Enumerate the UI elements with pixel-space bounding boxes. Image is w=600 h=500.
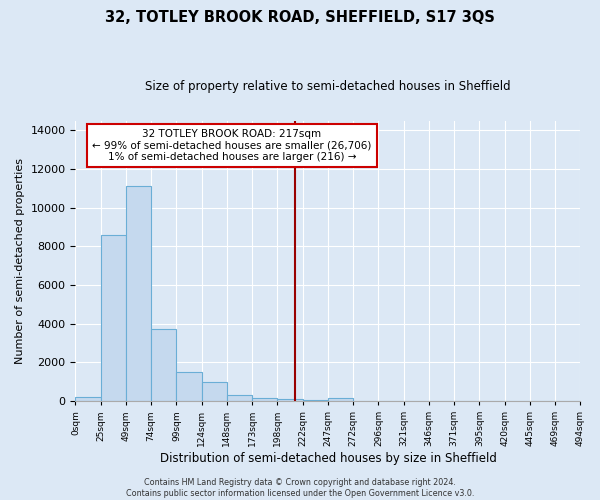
Bar (76, 397, 101, 401)
Bar (151, 328, 176, 401)
Bar (302, 400, 328, 401)
Bar (176, 372, 202, 401)
Text: 32, TOTLEY BROOK ROAD, SHEFFIELD, S17 3QS: 32, TOTLEY BROOK ROAD, SHEFFIELD, S17 3Q… (105, 10, 495, 25)
Bar (252, 398, 277, 401)
Bar (227, 395, 252, 401)
Bar (126, 186, 151, 401)
X-axis label: Distribution of semi-detached houses by size in Sheffield: Distribution of semi-detached houses by … (160, 452, 496, 465)
Text: 32 TOTLEY BROOK ROAD: 217sqm
← 99% of semi-detached houses are smaller (26,706)
: 32 TOTLEY BROOK ROAD: 217sqm ← 99% of se… (92, 129, 371, 162)
Bar (328, 398, 353, 401)
Title: Size of property relative to semi-detached houses in Sheffield: Size of property relative to semi-detach… (145, 80, 511, 93)
Bar (277, 398, 302, 401)
Text: Contains HM Land Registry data © Crown copyright and database right 2024.
Contai: Contains HM Land Registry data © Crown c… (126, 478, 474, 498)
Bar (202, 382, 227, 401)
Bar (101, 234, 126, 401)
Y-axis label: Number of semi-detached properties: Number of semi-detached properties (15, 158, 25, 364)
